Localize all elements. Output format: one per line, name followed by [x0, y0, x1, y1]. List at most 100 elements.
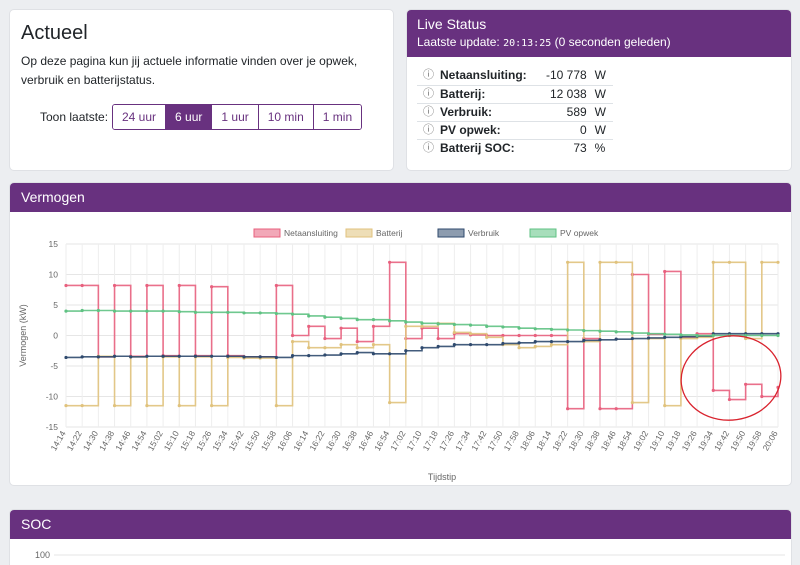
data-point [371, 324, 376, 328]
data-point [598, 407, 602, 411]
status-label: Batterij: [436, 84, 531, 103]
data-point [290, 354, 295, 358]
data-point [274, 283, 278, 288]
data-point [323, 315, 327, 319]
info-icon[interactable]: ⓘ [423, 69, 434, 82]
info-icon[interactable]: ⓘ [417, 138, 436, 157]
x-tick-label: 16:14 [291, 429, 310, 453]
data-point [646, 336, 651, 340]
x-tick-label: 14:54 [129, 429, 148, 453]
data-point [388, 401, 392, 405]
range-button-24-uur[interactable]: 24 uur [113, 105, 166, 129]
data-point [274, 404, 278, 408]
data-point [566, 260, 570, 264]
status-row-verbruik: ⓘ Verbruik: 589 W [417, 102, 613, 121]
data-point [388, 352, 392, 356]
range-button-6-uur[interactable]: 6 uur [165, 105, 212, 129]
x-tick-label: 16:54 [372, 429, 391, 453]
x-tick-label: 17:42 [469, 429, 488, 453]
data-point [501, 341, 505, 346]
data-point [630, 336, 634, 341]
data-point [177, 310, 181, 314]
data-point [112, 309, 117, 313]
data-point [727, 260, 732, 264]
status-unit: W [590, 120, 613, 139]
data-point [242, 355, 246, 359]
data-point [339, 352, 343, 356]
legend-swatch-0 [253, 228, 281, 238]
legend-swatch-2 [437, 228, 465, 238]
data-point [129, 309, 133, 313]
data-point [404, 349, 408, 353]
data-point [630, 331, 634, 335]
status-unit: W [590, 102, 613, 121]
x-tick-label: 19:18 [663, 429, 682, 453]
x-tick-label: 14:38 [97, 429, 116, 453]
data-point [210, 354, 214, 358]
data-point [452, 343, 456, 347]
x-tick-label: 19:10 [647, 429, 666, 453]
data-point [145, 283, 149, 288]
data-point [517, 333, 521, 338]
status-unit: W [594, 68, 606, 83]
data-point [371, 352, 376, 356]
x-axis-label: Tijdstip [428, 472, 456, 482]
series-line-0 [66, 261, 779, 410]
data-point [112, 354, 117, 358]
data-point [161, 309, 165, 313]
data-point [517, 346, 521, 350]
data-point [614, 330, 618, 334]
data-point [388, 319, 392, 323]
range-button-1-min[interactable]: 1 min [312, 105, 362, 129]
data-point [663, 332, 667, 336]
y-tick-label: 15 [49, 239, 59, 249]
series-line-2 [66, 332, 778, 359]
legend-swatch-3 [529, 228, 557, 238]
data-point [64, 355, 68, 360]
data-point [436, 336, 440, 341]
live-status-card: Live Status Laatste update: 20:13:25 (0 … [406, 9, 792, 171]
info-icon[interactable]: ⓘ [417, 102, 436, 121]
data-point [226, 310, 230, 314]
data-point [145, 354, 149, 358]
vermogen-chart: 151050-5-10-1514:1414:2214:3014:3814:461… [18, 228, 782, 482]
x-tick-label: 15:50 [243, 429, 262, 453]
last-update-ago: (0 seconden geleden) [554, 35, 671, 49]
data-point [210, 285, 214, 289]
data-point [323, 336, 327, 341]
data-point [371, 343, 376, 347]
data-point [64, 283, 68, 288]
status-label: Verbruik: [436, 102, 531, 121]
data-point [64, 309, 68, 313]
data-point [404, 324, 408, 328]
data-point [501, 325, 505, 329]
data-point [695, 333, 699, 338]
data-point [614, 260, 618, 264]
data-point [274, 355, 278, 360]
x-tick-label: 16:30 [324, 429, 343, 453]
data-point [145, 404, 149, 408]
data-point [614, 407, 618, 411]
x-tick-label: 18:54 [615, 429, 634, 453]
range-button-10-min[interactable]: 10 min [257, 105, 313, 129]
info-icon[interactable]: ⓘ [417, 120, 436, 139]
data-point [290, 340, 295, 344]
range-button-1-uur[interactable]: 1 uur [211, 105, 258, 129]
info-icon[interactable]: ⓘ [417, 84, 436, 103]
data-point [549, 340, 554, 344]
data-point [679, 333, 683, 337]
data-point [339, 343, 343, 347]
status-row-pv-opwek: ⓘ PV opwek: 0 W [417, 120, 613, 139]
data-point [193, 310, 198, 314]
data-point [549, 333, 554, 338]
data-point [663, 269, 667, 274]
data-point [420, 321, 424, 325]
actueel-description: Op deze pagina kun jij actuele informati… [21, 54, 358, 87]
legend-swatch-1 [345, 228, 373, 238]
legend-label: PV opwek [560, 228, 599, 238]
status-value: 0 [530, 120, 591, 139]
data-point [307, 314, 311, 318]
x-tick-label: 17:02 [388, 429, 407, 453]
data-point [307, 324, 311, 328]
data-point [533, 340, 537, 344]
